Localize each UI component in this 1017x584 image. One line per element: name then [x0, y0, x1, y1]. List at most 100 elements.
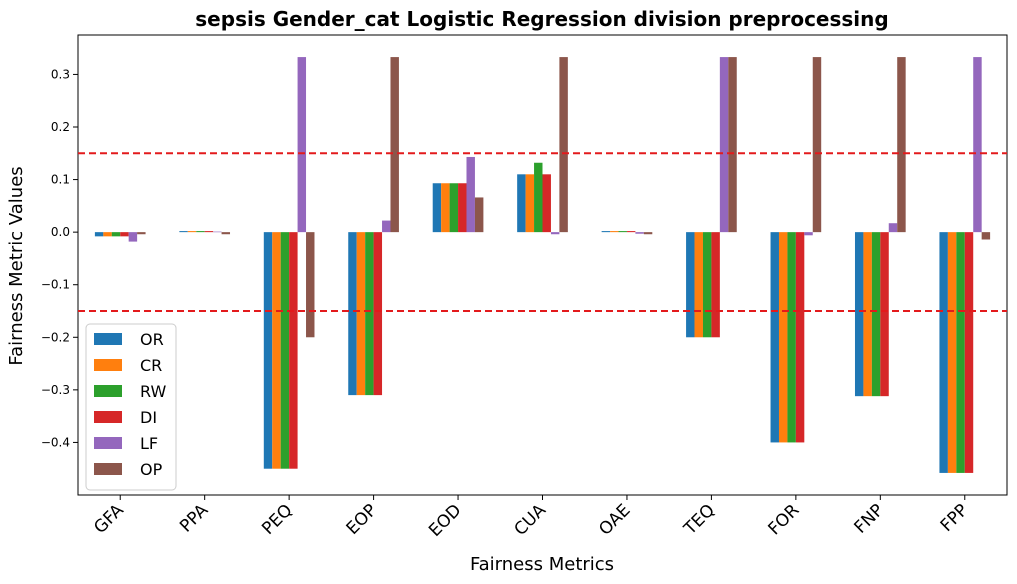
bar-rw-eop [365, 232, 374, 396]
bar-cr-ppa [187, 231, 197, 233]
legend-swatch-cr [94, 359, 122, 371]
bar-cr-eod [441, 183, 450, 233]
x-tick-label: GFA [90, 500, 128, 538]
bar-or-ppa [179, 231, 188, 233]
bars-layer [94, 57, 991, 473]
bar-op-fnp [897, 57, 906, 233]
y-tick-label: 0.2 [51, 120, 70, 134]
bar-lf-oae [635, 232, 644, 234]
bar-lf-cua [550, 232, 560, 235]
reference-lines [78, 152, 1007, 312]
x-tick-label: FOR [765, 500, 804, 539]
bar-di-fnp [880, 232, 889, 397]
bar-di-fpp [964, 232, 974, 473]
bar-cr-oae [610, 231, 619, 233]
x-tick-label: OAE [595, 500, 634, 539]
bar-rw-eod [449, 183, 459, 233]
bar-or-for [770, 232, 779, 443]
y-tick-label: 0.3 [51, 67, 70, 81]
bar-or-peq [263, 232, 273, 469]
y-tick-label: 0.0 [51, 225, 70, 239]
bar-cr-teq [694, 232, 703, 338]
legend-swatch-lf [94, 437, 122, 449]
legend-swatch-di [94, 411, 122, 423]
bar-rw-cua [534, 162, 543, 233]
bar-rw-oae [618, 231, 627, 233]
y-tick-label: −0.1 [41, 278, 70, 292]
bar-di-ppa [204, 231, 214, 233]
bar-op-fpp [981, 232, 991, 240]
bar-rw-teq [702, 232, 712, 338]
x-tick-label: EOD [425, 500, 465, 540]
bar-op-ppa [221, 232, 231, 235]
chart-title: sepsis Gender_cat Logistic Regression di… [195, 7, 888, 31]
bar-cr-gfa [103, 232, 112, 237]
bar-or-teq [686, 232, 695, 338]
bar-di-oae [626, 231, 636, 233]
y-tick-label: 0.1 [51, 173, 70, 187]
bar-rw-fnp [871, 232, 881, 397]
bar-or-cua [517, 174, 526, 233]
bar-or-oae [601, 231, 611, 233]
legend-label-di: DI [140, 408, 157, 427]
legend-swatch-or [94, 333, 122, 345]
bar-cr-cua [525, 174, 535, 233]
bar-or-eod [432, 183, 442, 233]
x-tick-label: EOP [343, 500, 381, 538]
legend: OR CR RW DI LF OP [85, 323, 177, 491]
bar-di-cua [542, 174, 551, 233]
bar-lf-ppa [213, 231, 222, 233]
y-axis-label: Fairness Metric Values [6, 166, 27, 365]
y-tick-label: −0.3 [41, 383, 70, 397]
bar-cr-fnp [863, 232, 872, 397]
x-tick-label: CUA [510, 500, 550, 540]
y-tick-label: −0.4 [41, 435, 70, 449]
legend-label-op: OP [140, 460, 163, 479]
bar-di-gfa [120, 232, 129, 237]
x-tick-label: PEQ [258, 500, 296, 538]
bar-op-cua [559, 57, 568, 233]
plot-frame [77, 34, 1008, 496]
bar-op-teq [728, 57, 737, 233]
bar-rw-ppa [196, 231, 205, 233]
bar-rw-peq [280, 232, 290, 469]
bar-di-for [795, 232, 805, 443]
bar-op-for [812, 57, 822, 233]
bar-or-fpp [939, 232, 948, 473]
bar-lf-fnp [888, 223, 898, 233]
legend-label-rw: RW [140, 382, 166, 401]
bar-di-peq [289, 232, 298, 469]
bar-rw-gfa [111, 232, 121, 237]
bar-lf-for [804, 232, 813, 236]
bar-lf-gfa [128, 232, 138, 242]
bar-op-gfa [137, 232, 146, 235]
y-tick-label: −0.2 [41, 330, 70, 344]
bar-cr-peq [272, 232, 281, 469]
bar-di-teq [711, 232, 720, 338]
bar-or-gfa [94, 232, 104, 237]
bar-rw-for [787, 232, 796, 443]
legend-swatch-op [94, 463, 122, 475]
legend-swatch-rw [94, 385, 122, 397]
x-tick-label: TEQ [680, 500, 719, 539]
bar-cr-for [778, 232, 788, 443]
bar-cr-fpp [947, 232, 957, 473]
bar-di-eop [373, 232, 383, 396]
legend-label-cr: CR [140, 356, 162, 375]
bar-op-peq [306, 232, 315, 338]
bar-or-fnp [854, 232, 864, 397]
legend-label-lf: LF [140, 434, 158, 453]
bar-di-eod [458, 183, 467, 233]
bar-or-eop [348, 232, 357, 396]
legend-label-or: OR [140, 330, 164, 349]
bar-lf-peq [297, 57, 307, 233]
bar-lf-fpp [973, 57, 982, 233]
x-tick-label: FPP [937, 500, 973, 536]
bar-rw-fpp [956, 232, 965, 473]
bar-cr-eop [356, 232, 366, 396]
x-tick-label: FNP [851, 500, 888, 537]
bar-lf-teq [719, 57, 729, 233]
bar-op-oae [643, 232, 653, 235]
